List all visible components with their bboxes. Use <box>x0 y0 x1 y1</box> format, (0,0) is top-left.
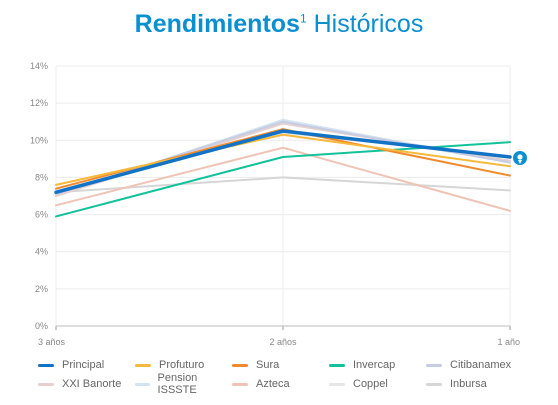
legend-item: Inbursa <box>426 377 523 391</box>
legend-label: Profuturo <box>159 359 205 371</box>
legend-swatch <box>329 382 345 386</box>
legend-item: Coppel <box>329 377 426 391</box>
y-tick-label: 4% <box>35 247 48 257</box>
legend-swatch <box>232 382 248 386</box>
series-line-principal <box>54 129 512 195</box>
legend-label: Azteca <box>256 378 290 390</box>
legend-label: Invercap <box>353 359 396 371</box>
chart-title: Rendimientos1 Históricos <box>0 10 558 39</box>
legend-label: Citibanamex <box>450 359 512 371</box>
x-tick-label: 2 años <box>269 337 297 347</box>
legend-item: XXI Banorte <box>38 377 135 391</box>
legend-swatch <box>38 382 54 386</box>
legend-swatch <box>135 363 151 367</box>
legend-item: Principal <box>38 358 135 372</box>
legend-label: Inbursa <box>450 378 487 390</box>
x-tick-label: 1 año <box>497 337 520 347</box>
legend-label: Principal <box>62 359 105 371</box>
chart-title-rest: Históricos <box>306 10 424 38</box>
chart-legend: Principal Profuturo Sura Invercap Citibaname… <box>38 358 558 396</box>
legend-swatch <box>329 363 345 367</box>
legend-item: Citibanamex <box>426 358 523 372</box>
y-tick-label: 8% <box>35 172 48 182</box>
y-tick-label: 14% <box>30 61 48 71</box>
legend-label: XXI Banorte <box>62 378 122 390</box>
y-tick-label: 12% <box>30 98 48 108</box>
legend-swatch <box>135 382 150 386</box>
legend-item: Pension ISSSTE <box>135 372 232 396</box>
legend-item: Azteca <box>232 377 329 391</box>
legend-label: Sura <box>256 359 280 371</box>
series-line-inbursa <box>55 176 511 194</box>
legend-item: Sura <box>232 358 329 372</box>
x-tick-label: 3 años <box>38 337 66 347</box>
legend-swatch <box>426 363 442 367</box>
y-tick-label: 6% <box>35 210 48 220</box>
series-line-profuturo <box>55 133 511 186</box>
legend-item: Invercap <box>329 358 426 372</box>
series-line-azteca <box>55 146 511 212</box>
legend-label: Coppel <box>353 378 388 390</box>
y-tick-label: 10% <box>30 135 48 145</box>
legend-item: Profuturo <box>135 358 232 372</box>
legend-swatch <box>426 382 442 386</box>
y-tick-label: 2% <box>35 284 48 294</box>
legend-swatch <box>38 363 54 367</box>
y-tick-label: 0% <box>35 321 48 331</box>
chart-title-bold: Rendimientos <box>134 10 300 38</box>
location-pin-hole <box>517 154 523 160</box>
legend-label: Pension ISSSTE <box>157 372 198 396</box>
location-pin-tip <box>518 160 522 164</box>
legend-swatch <box>232 363 248 367</box>
chart-title-footnote: 1 <box>299 11 307 26</box>
